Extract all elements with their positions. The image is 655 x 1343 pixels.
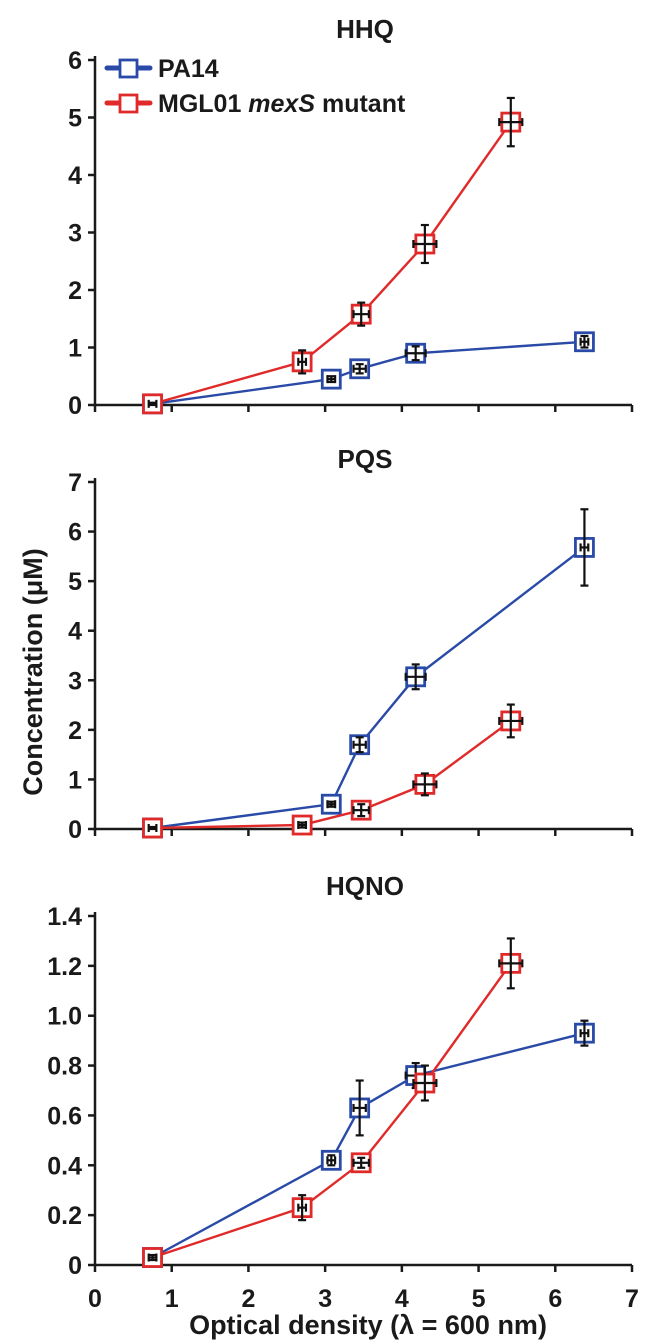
y-tick-label: 0.4 [47, 1152, 82, 1180]
chart-panel-hhq: HHQ 0 1 2 3 4 5 6 [68, 14, 634, 420]
y-tick-label: 4 [68, 618, 82, 646]
data-point [574, 1019, 595, 1047]
x-tick-label: 5 [472, 1285, 486, 1313]
y-tick-label: 0 [68, 816, 82, 844]
data-point [412, 772, 438, 797]
y-tick-label: 6 [68, 519, 82, 547]
y-tick-label: 0 [68, 1252, 82, 1280]
chart-panel-pqs: PQS 0 1 2 3 4 5 6 7 [68, 444, 634, 844]
data-point [349, 1079, 371, 1137]
y-tick-label: 0.8 [47, 1053, 82, 1081]
data-point [574, 331, 595, 353]
chart-panel-hqno: HQNO 0 0.2 0.4 0.6 0.8 1.0 1.2 1.4 0 1 2 3 4 5 6 7 [47, 871, 639, 1313]
series-line [152, 962, 512, 1259]
y-tick-label: 6 [68, 47, 82, 75]
legend-swatch-marker [118, 93, 139, 114]
data-point [291, 814, 313, 836]
y-tick-label: 1.0 [47, 1003, 82, 1031]
series-pa14 [142, 508, 595, 839]
y-tick-label: 0.6 [47, 1102, 82, 1130]
data-point [349, 358, 371, 380]
data-point [320, 368, 342, 390]
y-tick-label: 2 [68, 277, 82, 305]
x-tick-label: 4 [395, 1285, 409, 1313]
x-axis-label: Optical density (λ = 600 nm) [189, 1310, 547, 1340]
series-mexs-mutant [142, 703, 524, 839]
legend-label-italic: mexS [248, 90, 315, 118]
data-point [498, 937, 524, 990]
data-point [404, 342, 427, 364]
y-tick-label: 3 [68, 667, 82, 695]
legend-label-suffix: mutant [315, 90, 406, 118]
data-point [498, 703, 524, 739]
legend: PA14 MGL01 mexS mutant [104, 55, 406, 118]
x-tick-label: 7 [625, 1285, 639, 1313]
y-tick-label: 5 [68, 568, 82, 596]
y-tick-label: 5 [68, 105, 82, 133]
data-point [142, 817, 163, 839]
y-tick-label: 1 [68, 335, 82, 363]
data-point [320, 793, 342, 815]
x-tick-label: 3 [318, 1285, 332, 1313]
data-point [142, 393, 163, 415]
legend-label: MGL01 mexS mutant [158, 90, 406, 118]
series-pa14 [142, 1019, 595, 1268]
data-point [412, 223, 438, 265]
legend-label: PA14 [158, 55, 219, 83]
y-tick-label: 1.2 [47, 953, 82, 981]
data-point [320, 1149, 342, 1171]
y-tick-label: 1 [68, 766, 82, 794]
y-tick-label: 1.4 [47, 903, 82, 931]
legend-swatch-marker [118, 58, 139, 79]
data-point [350, 1152, 372, 1174]
data-point [291, 1194, 313, 1222]
chart-title: PQS [338, 444, 393, 474]
x-tick-label: 1 [165, 1285, 179, 1313]
x-tick-label: 2 [241, 1285, 255, 1313]
series-line [152, 546, 586, 830]
data-point [350, 301, 372, 327]
y-tick-label: 7 [68, 469, 82, 497]
y-tick-label: 4 [68, 162, 82, 190]
chart-title: HHQ [336, 14, 394, 44]
chart-title: HQNO [326, 871, 404, 901]
data-point [498, 96, 524, 148]
series-mexs-mutant [142, 937, 524, 1268]
x-tick-label: 6 [548, 1285, 562, 1313]
data-point [142, 1247, 163, 1268]
y-tick-label: 0 [68, 392, 82, 420]
data-point [349, 734, 371, 756]
series-mexs-mutant [142, 96, 524, 415]
legend-entry-mexs-mutant: MGL01 mexS mutant [104, 90, 406, 118]
y-tick-label: 2 [68, 717, 82, 745]
legend-entry-pa14: PA14 [104, 55, 219, 83]
x-tick-label: 0 [88, 1285, 102, 1313]
data-point [404, 663, 427, 691]
series-pa14 [142, 331, 595, 415]
data-point [350, 799, 372, 821]
y-tick-label: 3 [68, 220, 82, 248]
y-tick-label: 0.2 [47, 1202, 82, 1230]
data-point [291, 349, 313, 375]
data-point [412, 1064, 438, 1102]
y-axis-label: Concentration (μM) [18, 548, 48, 796]
series-line [151, 1032, 585, 1259]
legend-label-prefix: MGL01 [158, 90, 248, 118]
data-point [574, 508, 595, 587]
series-line [152, 121, 512, 406]
